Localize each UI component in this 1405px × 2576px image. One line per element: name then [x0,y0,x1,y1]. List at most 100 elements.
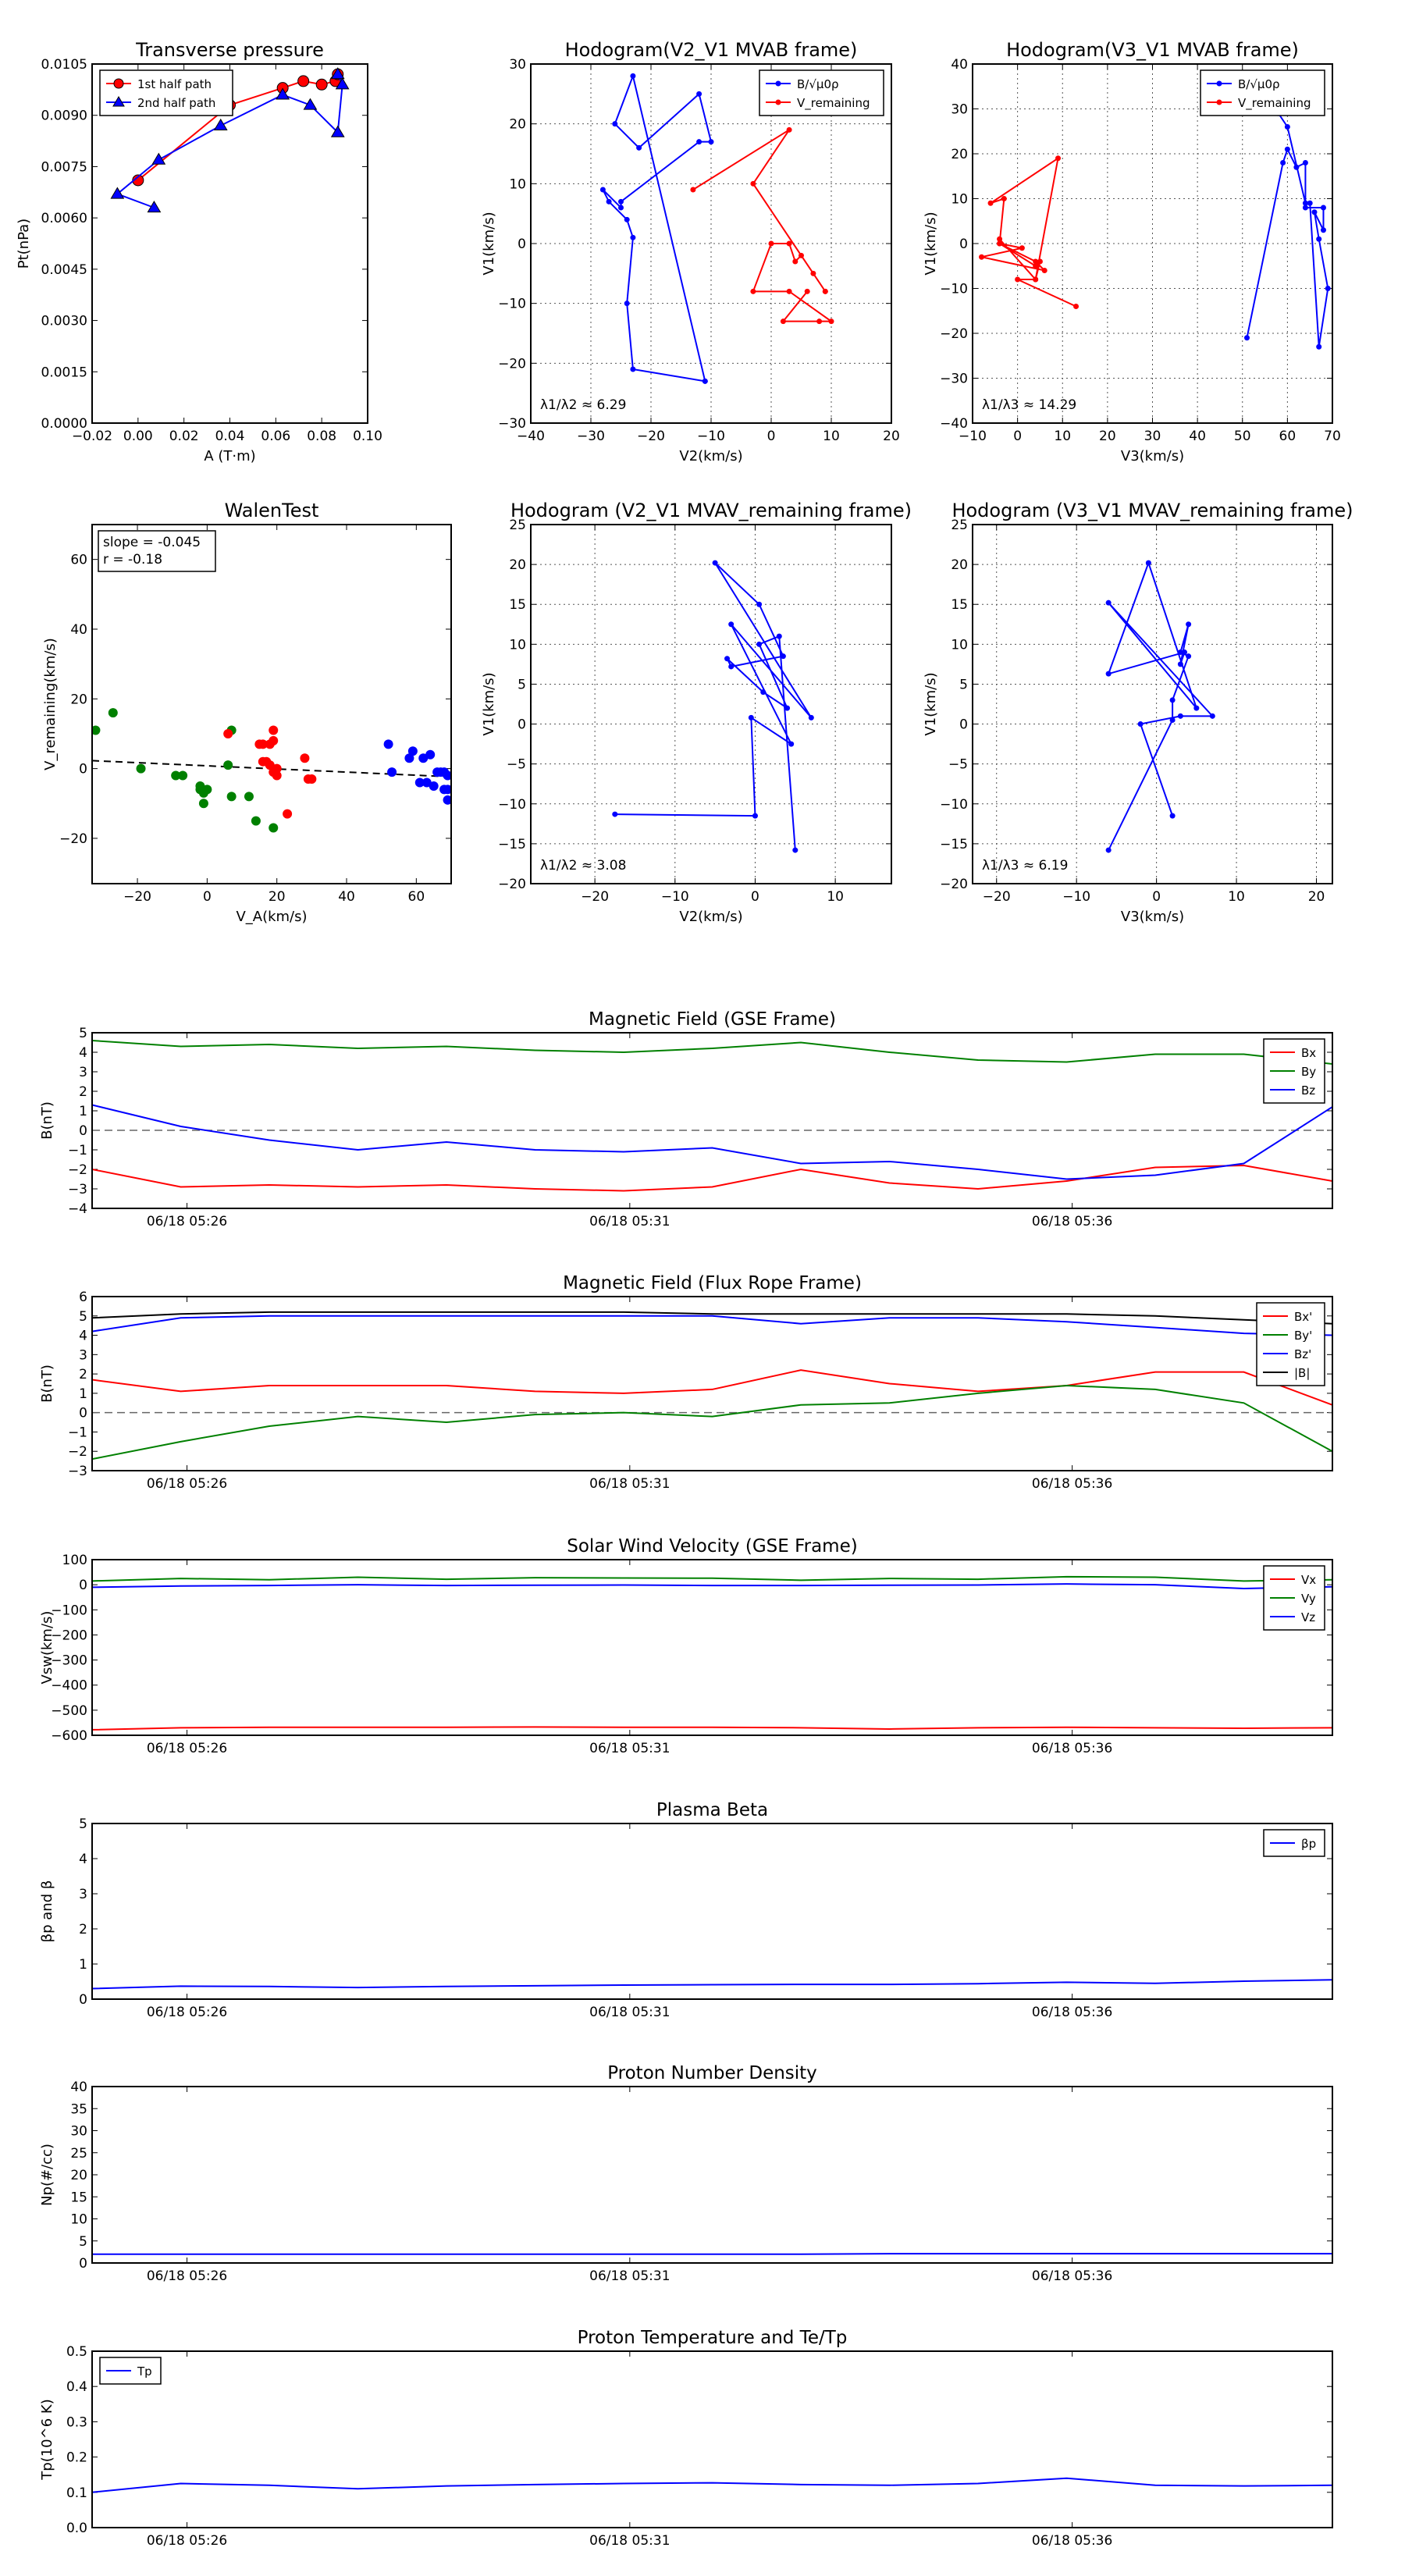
data-point [618,198,624,205]
data-point [1169,717,1176,723]
y-tick-label: 0.0000 [41,416,87,432]
data-point [1181,649,1187,656]
plot-area [92,1979,1332,1990]
legend-marker [112,96,125,107]
y-tick-label: 0 [518,237,526,252]
x-axis-label: V3(km/s) [1121,909,1184,925]
series-line-Bz' [92,1315,1332,1336]
y-tick-label: −15 [940,837,968,852]
x-tick-label: 06/18 05:26 [147,2533,227,2549]
y-tick-label: −2 [68,1162,87,1178]
y-tick-label: 1 [79,1386,87,1402]
x-tick-label: 0 [1013,429,1022,444]
data-point [728,664,735,670]
data-point [213,118,228,130]
data-point [792,258,799,265]
data-point [750,288,756,294]
data-point [780,318,786,325]
data-point [335,77,350,90]
data-point [1137,721,1144,728]
plot-frame [91,1823,1333,2000]
data-point [387,767,397,777]
y-tick-label: 15 [951,597,968,613]
data-point [1280,160,1286,165]
y-tick-label: 0 [79,2256,87,2272]
chart-title: Hodogram(V2_V1 MVAB frame) [565,39,858,61]
data-point [760,689,767,696]
x-tick-label: 06/18 05:26 [147,1476,227,1492]
y-tick-label: 6 [79,1290,87,1305]
data-point [784,705,791,711]
legend-label: Bx [1301,1046,1316,1060]
legend: 1st half path 2nd half path [99,69,233,116]
data-point [132,174,144,187]
plot-frame [91,2086,1333,2264]
y-tick-label: −2 [68,1444,87,1460]
data-point [1033,276,1039,283]
data-point [756,641,763,647]
data-point [1325,286,1331,291]
x-tick-label: 06/18 05:36 [1032,1741,1112,1756]
x-tick-label: 10 [1228,889,1245,905]
legend-label: V_remaining [797,96,870,111]
data-point [443,795,451,805]
data-point [712,560,718,566]
data-point [776,633,782,639]
data-point [178,770,188,781]
y-tick-label: 20 [70,692,87,707]
annotation-text: λ1/λ3 ≈ 14.29 [982,397,1076,413]
data-point [269,725,279,735]
y-tick-label: −5 [948,757,968,773]
y-axis-label: B(nT) [39,1364,55,1403]
data-point [1033,258,1039,265]
x-tick-label: 06/18 05:31 [589,1214,670,1229]
annotation-box [98,530,216,572]
x-tick-label: 0 [1152,889,1161,905]
y-tick-label: 4 [79,1045,87,1061]
data-point [1177,661,1183,667]
chart-title: Proton Number Density [607,2063,817,2083]
x-tick-label: 06/18 05:31 [589,2005,670,2020]
data-point [276,87,290,100]
data-point [979,254,985,260]
data-point [612,121,618,127]
panel-mag_fr: Magnetic Field (Flux Rope Frame) 06/18 05… [39,1273,1333,1492]
data-point [283,809,293,819]
data-point [297,75,310,87]
x-tick-label: 06/18 05:36 [1032,2533,1112,2549]
x-tick-label: −40 [517,429,545,444]
series-line-Bx' [92,1369,1332,1406]
data-point [269,735,279,745]
legend-label: Vy [1301,1592,1316,1606]
data-point [630,73,636,79]
chart-title: Magnetic Field (GSE Frame) [589,1009,836,1030]
panel-np: Proton Number Density 06/18 05:26 06/18 05… [39,2063,1333,2284]
x-tick-label: −0.02 [72,429,112,444]
y-tick-label: −4 [68,1201,87,1217]
panel-beta: Plasma Beta 06/18 05:26 06/18 05:31 06/18 0… [39,1800,1333,2020]
data-point [1316,343,1322,350]
plot-area [92,2477,1332,2493]
annotation-text: λ1/λ3 ≈ 6.19 [982,858,1068,873]
y-tick-label: 5 [79,1309,87,1325]
legend: Bx By Bz [1263,1038,1325,1104]
y-tick-label: 20 [951,147,968,162]
x-tick-label: −10 [959,429,987,444]
x-tick-label: −20 [581,889,609,905]
data-point [418,753,429,763]
legend: Tp [99,2357,162,2385]
legend-label: 2nd half path [137,96,215,110]
data-point [1145,560,1151,566]
plot-area [92,1040,1332,1192]
data-point [1105,847,1112,853]
series-line-By [92,1040,1332,1065]
legend-label: By' [1294,1329,1312,1343]
data-point [786,240,792,247]
data-point [272,763,282,774]
y-tick-label: 0.0105 [41,57,87,73]
y-tick-label: −30 [498,416,526,432]
data-point [1320,227,1326,233]
data-point [1320,205,1326,211]
